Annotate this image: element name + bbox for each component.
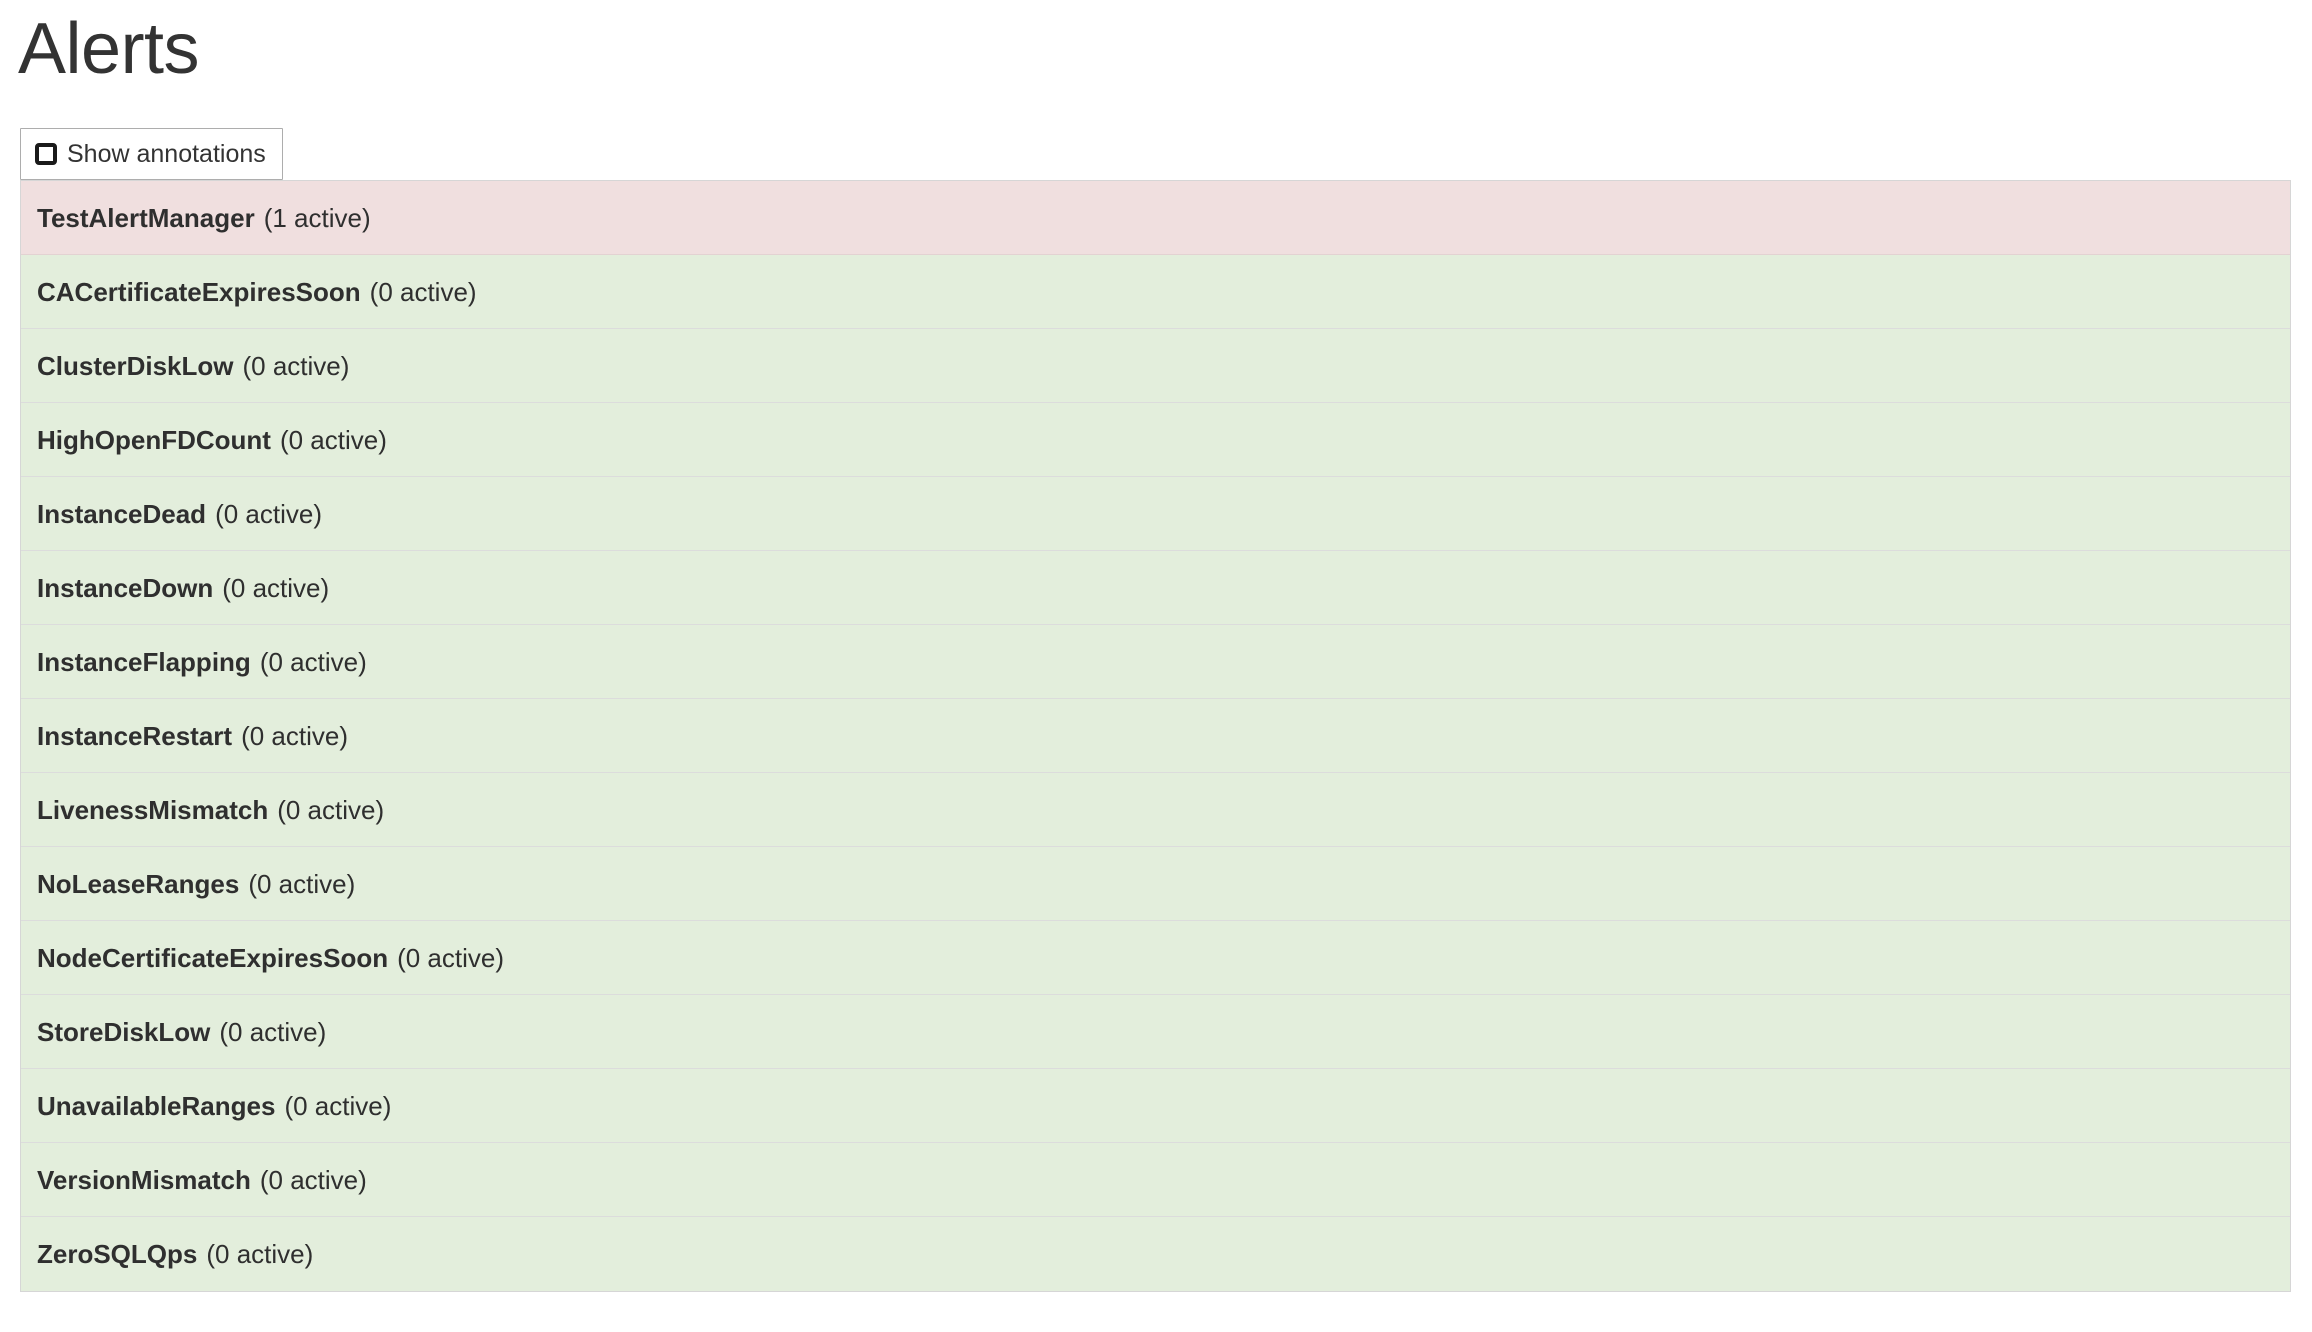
alert-name: InstanceDown: [37, 572, 214, 603]
alert-active-count: (0 active): [277, 794, 385, 825]
alert-row[interactable]: CACertificateExpiresSoon (0 active): [21, 255, 2290, 329]
alert-name: NodeCertificateExpiresSoon: [37, 942, 389, 973]
alert-row[interactable]: NoLeaseRanges (0 active): [21, 847, 2290, 921]
alert-name: ClusterDiskLow: [37, 350, 234, 381]
alert-active-count: (0 active): [242, 350, 350, 381]
show-annotations-label: Show annotations: [67, 140, 266, 168]
alert-name: LivenessMismatch: [37, 794, 269, 825]
alert-row[interactable]: InstanceDead (0 active): [21, 477, 2290, 551]
alert-name: InstanceFlapping: [37, 646, 251, 677]
alert-list: TestAlertManager (1 active) CACertificateE…: [20, 180, 2291, 1292]
alert-row[interactable]: InstanceRestart (0 active): [21, 699, 2290, 773]
alert-row[interactable]: ClusterDiskLow (0 active): [21, 329, 2290, 403]
alert-name: InstanceDead: [37, 498, 207, 529]
alert-name: StoreDiskLow: [37, 1016, 211, 1047]
alert-active-count: (0 active): [248, 868, 356, 899]
alert-active-count: (0 active): [222, 572, 330, 603]
alert-active-count: (0 active): [259, 1164, 367, 1195]
alert-row[interactable]: InstanceDown (0 active): [21, 551, 2290, 625]
alert-row[interactable]: VersionMismatch (0 active): [21, 1143, 2290, 1217]
alert-name: HighOpenFDCount: [37, 424, 271, 455]
alert-name: VersionMismatch: [37, 1164, 251, 1195]
checkbox-unchecked-icon[interactable]: [35, 143, 57, 165]
alert-active-count: (0 active): [284, 1090, 392, 1121]
alert-name: InstanceRestart: [37, 720, 233, 751]
alert-active-count: (0 active): [279, 424, 387, 455]
alert-name: UnavailableRanges: [37, 1090, 276, 1121]
alert-row[interactable]: ZeroSQLQps (0 active): [21, 1217, 2290, 1291]
alert-active-count: (0 active): [215, 498, 322, 529]
alert-active-count: (0 active): [369, 276, 477, 307]
alert-active-count: (0 active): [397, 942, 505, 973]
alert-row[interactable]: HighOpenFDCount (0 active): [21, 403, 2290, 477]
alert-active-count: (1 active): [263, 202, 371, 233]
alert-name: ZeroSQLQps: [37, 1239, 198, 1269]
alert-active-count: (0 active): [259, 646, 367, 677]
alert-row[interactable]: LivenessMismatch (0 active): [21, 773, 2290, 847]
alert-row[interactable]: StoreDiskLow (0 active): [21, 995, 2290, 1069]
alert-active-count: (0 active): [206, 1239, 314, 1269]
alert-row[interactable]: InstanceFlapping (0 active): [21, 625, 2290, 699]
alert-name: NoLeaseRanges: [37, 868, 240, 899]
alert-name: CACertificateExpiresSoon: [37, 276, 361, 307]
alert-row[interactable]: TestAlertManager (1 active): [21, 181, 2290, 255]
alert-row[interactable]: UnavailableRanges (0 active): [21, 1069, 2290, 1143]
alert-row[interactable]: NodeCertificateExpiresSoon (0 active): [21, 921, 2290, 995]
alert-active-count: (0 active): [241, 720, 348, 751]
show-annotations-button[interactable]: Show annotations: [20, 128, 283, 180]
page-title: Alerts: [18, 9, 200, 89]
alert-active-count: (0 active): [219, 1016, 327, 1047]
alert-name: TestAlertManager: [37, 202, 255, 233]
